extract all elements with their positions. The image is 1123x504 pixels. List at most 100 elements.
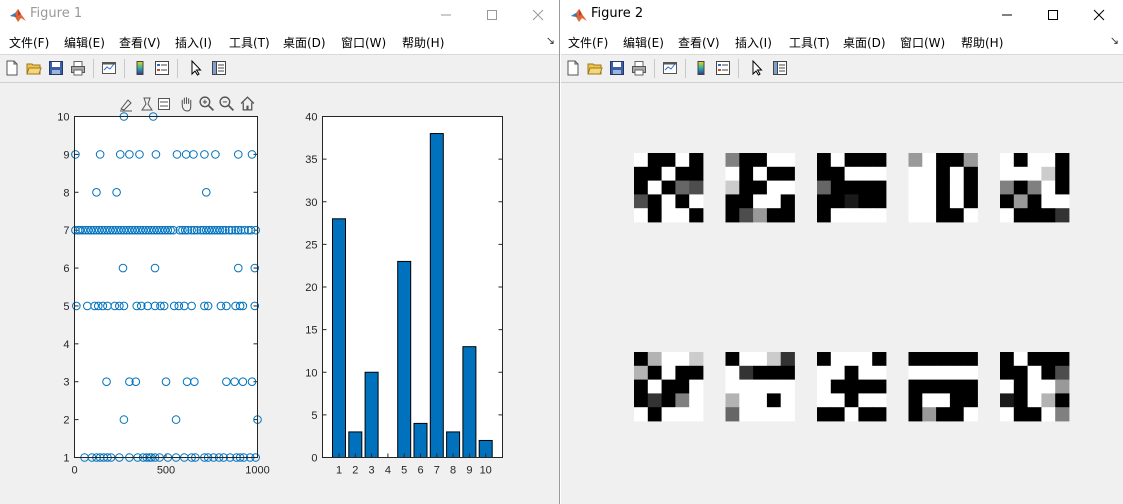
maximize-button[interactable] (1030, 0, 1076, 30)
image-pixel (1055, 365, 1070, 380)
menu-view[interactable]: 查看(V) (119, 36, 161, 50)
open-folder-icon[interactable] (587, 60, 603, 76)
image-pixel (1013, 393, 1028, 408)
property-inspector-icon[interactable] (211, 60, 227, 76)
maximize-button[interactable] (469, 0, 515, 30)
image-pixel (675, 379, 690, 394)
close-button[interactable] (515, 0, 559, 30)
bar-x-tick-label: 7 (434, 465, 440, 477)
menu-desktop[interactable]: 桌面(D) (283, 36, 326, 50)
scatter-point (163, 225, 173, 235)
scatter-point (112, 187, 121, 197)
scatter-point (247, 150, 257, 159)
image-pixel (830, 379, 845, 394)
menu-window[interactable]: 窗口(W) (900, 36, 946, 50)
zoom-out-icon[interactable] (218, 95, 235, 112)
brush-icon[interactable] (118, 96, 134, 112)
colorbar-icon[interactable] (132, 60, 148, 76)
image-pixel (858, 365, 873, 380)
scatter-point (151, 150, 161, 159)
legend-icon[interactable] (715, 60, 731, 76)
image-pixel (725, 194, 740, 209)
scatter-point (233, 263, 243, 273)
menu-help[interactable]: 帮助(H) (961, 36, 1004, 50)
image-pixel (753, 153, 768, 168)
image-pixel (766, 166, 782, 181)
menu-window[interactable]: 窗口(W) (341, 36, 387, 50)
image-pixel (725, 208, 740, 223)
menu-insert[interactable]: 插入(I) (175, 36, 212, 50)
minimize-button[interactable] (423, 0, 469, 30)
menu-desktop[interactable]: 桌面(D) (843, 36, 886, 50)
image-pixel (661, 166, 676, 181)
minimize-button[interactable] (984, 0, 1030, 30)
scatter-point (192, 225, 202, 235)
colorbar-icon[interactable] (693, 60, 709, 76)
print-icon[interactable] (70, 60, 86, 76)
image-pixel (949, 393, 965, 408)
image-pixel (647, 153, 662, 168)
pan-icon[interactable] (178, 95, 195, 112)
menu-edit[interactable]: 编辑(E) (623, 36, 664, 50)
image-pixel (689, 407, 704, 422)
menu-view[interactable]: 查看(V) (678, 36, 720, 50)
property-inspector-icon[interactable] (772, 60, 788, 76)
scatter-point (147, 225, 156, 235)
close-button[interactable] (1076, 0, 1122, 30)
image-pixel (922, 352, 937, 367)
image-pixel (830, 393, 845, 408)
new-file-icon[interactable] (4, 60, 20, 76)
menu-overflow-icon[interactable]: ↘ (545, 34, 555, 47)
image-pixel (949, 166, 965, 181)
link-plot-icon[interactable] (101, 60, 117, 76)
image-pixel (872, 208, 887, 223)
print-icon[interactable] (631, 60, 647, 76)
image-pixel (817, 194, 832, 209)
scatter-point (119, 415, 129, 424)
data-tip-icon[interactable] (139, 96, 155, 112)
image-pixel (949, 194, 965, 209)
image-pixel (634, 352, 649, 367)
home-icon[interactable] (239, 95, 256, 112)
legend-toggle-icon[interactable] (156, 96, 172, 112)
scatter-point (251, 225, 260, 235)
image-pixel (936, 208, 951, 223)
menu-tools[interactable]: 工具(T) (789, 36, 830, 50)
menu-overflow-icon[interactable]: ↘ (1109, 34, 1119, 47)
zoom-in-icon[interactable] (198, 95, 215, 112)
scatter-point (187, 225, 196, 235)
menu-help[interactable]: 帮助(H) (402, 36, 445, 50)
image-pixel (908, 407, 923, 422)
menu-tools[interactable]: 工具(T) (229, 36, 270, 50)
image-pixel (647, 365, 662, 380)
menu-insert[interactable]: 插入(I) (735, 36, 772, 50)
image-pixel (780, 393, 795, 408)
scatter-point (233, 150, 243, 159)
scatter-point (105, 225, 115, 235)
scatter-point (102, 377, 111, 387)
image-pixel (830, 194, 845, 209)
image-pixel (647, 379, 662, 394)
digit-image (725, 153, 795, 223)
save-icon[interactable] (609, 60, 625, 76)
image-pixel (1027, 166, 1042, 181)
new-file-icon[interactable] (565, 60, 581, 76)
bar-y-tick-label: 35 (305, 154, 317, 166)
pointer-icon[interactable] (188, 60, 204, 76)
image-grid[interactable] (561, 83, 1123, 504)
image-pixel (1055, 153, 1070, 168)
menu-edit[interactable]: 编辑(E) (64, 36, 105, 50)
open-folder-icon[interactable] (26, 60, 42, 76)
link-plot-icon[interactable] (662, 60, 678, 76)
pointer-icon[interactable] (749, 60, 765, 76)
save-icon[interactable] (48, 60, 64, 76)
menu-file[interactable]: 文件(F) (568, 36, 609, 50)
menu-file[interactable]: 文件(F) (9, 36, 50, 50)
image-pixel (1013, 180, 1028, 195)
image-pixel (872, 407, 887, 422)
legend-icon[interactable] (154, 60, 170, 76)
bar (364, 371, 379, 458)
bar-y-tick-label: 15 (305, 325, 317, 337)
